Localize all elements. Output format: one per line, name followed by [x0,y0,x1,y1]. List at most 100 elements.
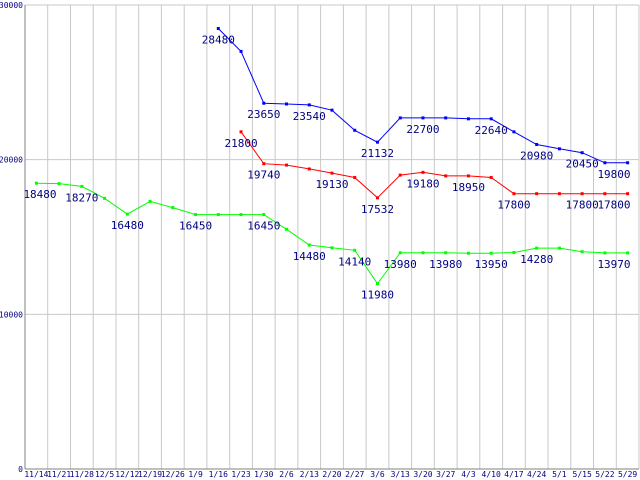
data-point [398,251,402,255]
x-tick-label: 3/6 [370,470,385,479]
data-label: 21800 [224,137,257,150]
x-tick-label: 5/1 [552,470,567,479]
data-label: 16480 [111,219,144,232]
data-label: 23650 [247,108,280,121]
data-point [421,116,425,120]
x-tick-label: 12/12 [115,470,139,479]
data-point [466,251,470,255]
data-point [148,199,152,203]
data-point [626,251,630,255]
data-point [375,282,379,286]
data-point [557,147,561,151]
x-tick-label: 2/20 [322,470,341,479]
x-tick-label: 5/22 [595,470,614,479]
data-point [398,116,402,120]
data-point [330,246,334,250]
data-label: 17800 [566,199,599,212]
y-tick-label: 30000 [0,1,23,10]
y-tick-label: 20000 [0,156,23,165]
x-tick-label: 1/16 [209,470,228,479]
x-tick-label: 5/29 [618,470,637,479]
data-label: 16450 [247,220,280,233]
x-tick-label: 12/5 [95,470,114,479]
series-polyline [217,28,628,164]
data-label: 22640 [475,124,508,137]
data-point [421,170,425,174]
data-label: 17800 [497,199,530,212]
data-point [489,175,493,179]
data-point [285,163,289,167]
data-point [603,161,607,165]
x-tick-label: 5/15 [573,470,592,479]
data-point [421,251,425,255]
data-point [603,192,607,196]
data-point [262,101,266,105]
data-point [580,151,584,155]
data-point [216,27,220,31]
data-point [171,206,175,210]
data-point [580,250,584,254]
data-point [353,175,357,179]
data-point [285,102,289,106]
data-label: 16450 [179,220,212,233]
data-label: 23540 [293,110,326,123]
data-point [466,174,470,178]
data-point [512,192,516,196]
data-labels: 28480 23650 23540 21132 22700 22640 20980 20450… [23,34,630,302]
data-point [557,192,561,196]
series-polyline [36,182,628,285]
data-point [239,213,243,217]
data-label: 14280 [520,253,553,266]
data-label: 13980 [384,258,417,271]
data-label: 22700 [406,123,439,136]
data-point [80,184,84,188]
data-point [194,213,198,217]
y-axis-ticks: 0 10000 20000 30000 [0,1,23,474]
data-label: 18480 [23,188,56,201]
data-label: 13980 [429,258,462,271]
y-tick-label: 10000 [0,310,23,319]
data-label: 14480 [293,250,326,263]
data-point [353,248,357,252]
data-point [375,140,379,144]
series-points [34,27,630,286]
data-point [330,171,334,175]
series-line [240,131,628,199]
data-point [307,167,311,171]
data-point [239,49,243,53]
data-point [535,143,539,147]
chart-grid [24,4,640,470]
data-point [330,108,334,112]
x-tick-label: 4/10 [482,470,501,479]
data-label: 19740 [247,169,280,182]
data-point [535,192,539,196]
data-point [262,162,266,166]
data-point [285,227,289,231]
data-point [535,246,539,250]
x-tick-label: 4/3 [461,470,476,479]
data-label: 21132 [361,147,394,160]
data-point [626,192,630,196]
data-point [512,250,516,254]
x-tick-label: 2/13 [300,470,319,479]
data-point [307,103,311,107]
data-label: 19180 [406,177,439,190]
data-label: 11980 [361,289,394,302]
x-tick-label: 2/27 [345,470,364,479]
x-tick-label: 4/17 [504,470,523,479]
x-tick-label: 1/30 [254,470,273,479]
x-tick-label: 1/9 [188,470,203,479]
data-point [216,213,220,217]
data-label: 18270 [65,191,98,204]
data-point [262,213,266,217]
data-point [557,246,561,250]
data-label: 20980 [520,150,553,163]
data-point [353,128,357,132]
data-point [444,116,448,120]
x-tick-label: 3/20 [413,470,432,479]
data-label: 20450 [566,158,599,171]
series-polyline [240,131,628,199]
data-label: 13950 [475,258,508,271]
data-label: 14140 [338,255,371,268]
